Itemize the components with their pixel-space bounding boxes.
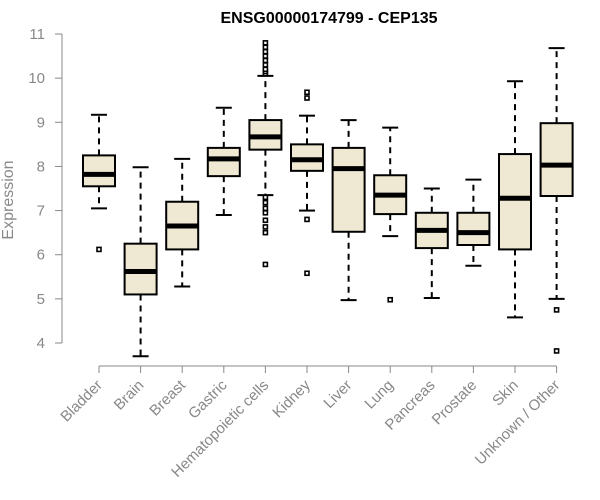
outlier-point (262, 57, 269, 64)
outlier-point (262, 199, 269, 206)
outlier-point (553, 307, 560, 313)
y-tick-label: 7 (37, 203, 45, 220)
box-unknown-other (539, 47, 574, 354)
outlier-point (304, 216, 310, 223)
y-tick-label: 6 (37, 247, 45, 264)
outlier-point (262, 40, 269, 46)
outlier-point (96, 246, 102, 253)
x-tick-label: Bladder (57, 377, 106, 426)
box-lung (373, 126, 408, 303)
box-breast (165, 157, 200, 288)
iqr-box (206, 146, 241, 178)
box-bladder (82, 113, 116, 253)
y-tick-label: 8 (37, 158, 45, 175)
box-brain (123, 166, 158, 358)
y-tick-label: 5 (37, 291, 45, 308)
outlier-point (262, 217, 269, 224)
y-tick-label: 4 (37, 335, 45, 352)
box-skin (498, 80, 532, 319)
outlier-point (262, 194, 269, 201)
x-tick-label: Prostate (429, 377, 481, 429)
box-prostate (456, 178, 491, 267)
box-gastric (206, 106, 241, 216)
x-tick-label: Breast (146, 376, 189, 419)
outlier-point (262, 48, 269, 55)
x-tick-label: Skin (489, 377, 522, 410)
y-axis: 4 5 6 7 8 9 10 11 (28, 26, 63, 352)
box-kidney (290, 89, 324, 277)
y-tick-label: 9 (37, 114, 45, 131)
box-pancreas (414, 187, 449, 299)
x-tick-label: Brain (111, 377, 148, 414)
y-axis-label: Expression (0, 160, 17, 239)
outlier-point (553, 348, 560, 354)
outlier-point (262, 224, 269, 230)
iqr-box (331, 146, 366, 233)
iqr-box (498, 153, 532, 251)
boxes-group (82, 40, 574, 358)
outlier-point (262, 205, 269, 212)
chart-title: ENSG00000174799 - CEP135 (220, 10, 437, 27)
outlier-point (304, 89, 310, 96)
iqr-box (82, 154, 116, 188)
outlier-point (262, 229, 269, 236)
outlier-point (387, 296, 394, 303)
outlier-point (262, 44, 269, 51)
outlier-point (262, 209, 269, 216)
box-hematopoietic-cells (248, 40, 283, 268)
outlier-point (262, 66, 269, 73)
x-tick-label: Lung (361, 377, 397, 413)
outlier-point (304, 95, 310, 101)
y-tick-label: 10 (28, 70, 45, 87)
outlier-point (262, 62, 269, 68)
x-tick-label: Liver (320, 377, 355, 412)
outlier-point (304, 270, 310, 277)
iqr-box (456, 211, 491, 247)
y-tick-label: 11 (29, 26, 45, 43)
box-liver (331, 119, 366, 302)
iqr-box (539, 122, 574, 198)
outlier-point (262, 261, 269, 268)
x-tick-label: Kidney (269, 376, 314, 421)
outlier-point (262, 53, 269, 59)
